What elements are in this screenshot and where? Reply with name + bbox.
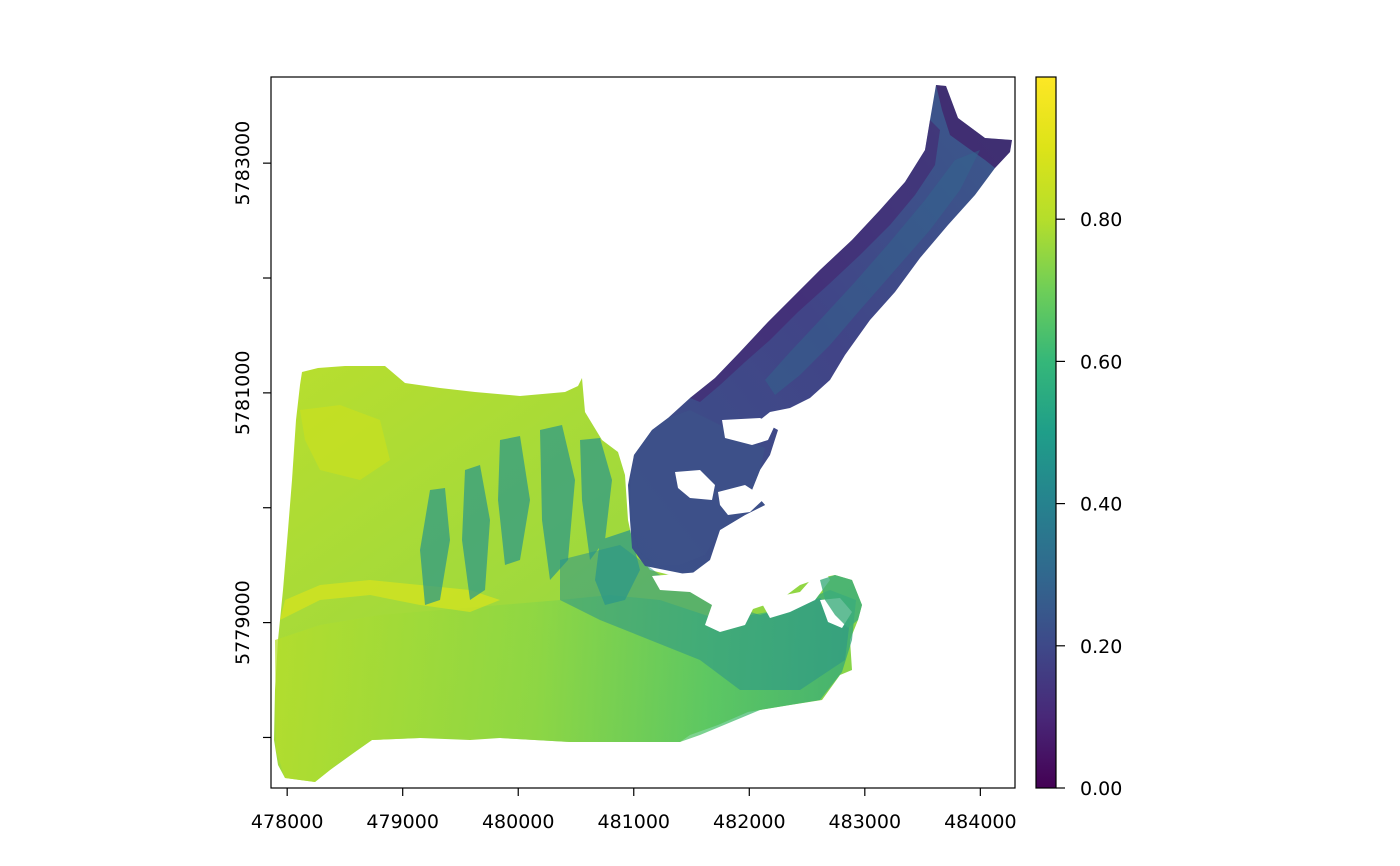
colorbar-tick-label: 0.20: [1080, 636, 1122, 658]
x-tick-label: 483000: [829, 811, 902, 833]
colorbar-tick-label: 0.60: [1080, 351, 1122, 373]
colorbar-gradient: [1035, 76, 1057, 789]
y-tick-label: 5779000: [232, 580, 254, 665]
colorbar-legend: 0.00 0.20 0.40 0.60 0.80: [1035, 76, 1122, 800]
x-tick-label: 484000: [944, 811, 1017, 833]
mid-teal-band: [560, 545, 850, 690]
colorbar-tick-label: 0.40: [1080, 494, 1122, 516]
colorbar-tick-label: 0.00: [1080, 778, 1122, 800]
x-tick-label: 479000: [366, 811, 439, 833]
colorbar-ticks: 0.00 0.20 0.40 0.60 0.80: [1056, 209, 1122, 800]
y-axis: 5779000 5781000 5783000: [232, 121, 271, 739]
raster-layer: [274, 85, 1012, 782]
plot-frame: [270, 76, 1016, 789]
bright-band: [280, 580, 500, 620]
x-tick-label: 480000: [482, 811, 555, 833]
bright-patch: [300, 405, 390, 480]
channel-edge: [936, 85, 1012, 168]
eastern-lobe-region: [820, 575, 862, 628]
y-tick-label: 5783000: [232, 121, 254, 206]
x-tick-label: 481000: [597, 811, 670, 833]
x-axis: 478000 479000 480000 481000 482000 483000 4840…: [251, 788, 1017, 833]
x-tick-label: 478000: [251, 811, 324, 833]
y-tick-label: 5781000: [232, 351, 254, 436]
channel-center: [765, 150, 980, 395]
x-tick-label: 482000: [713, 811, 786, 833]
colorbar-tick-label: 0.80: [1080, 209, 1122, 231]
